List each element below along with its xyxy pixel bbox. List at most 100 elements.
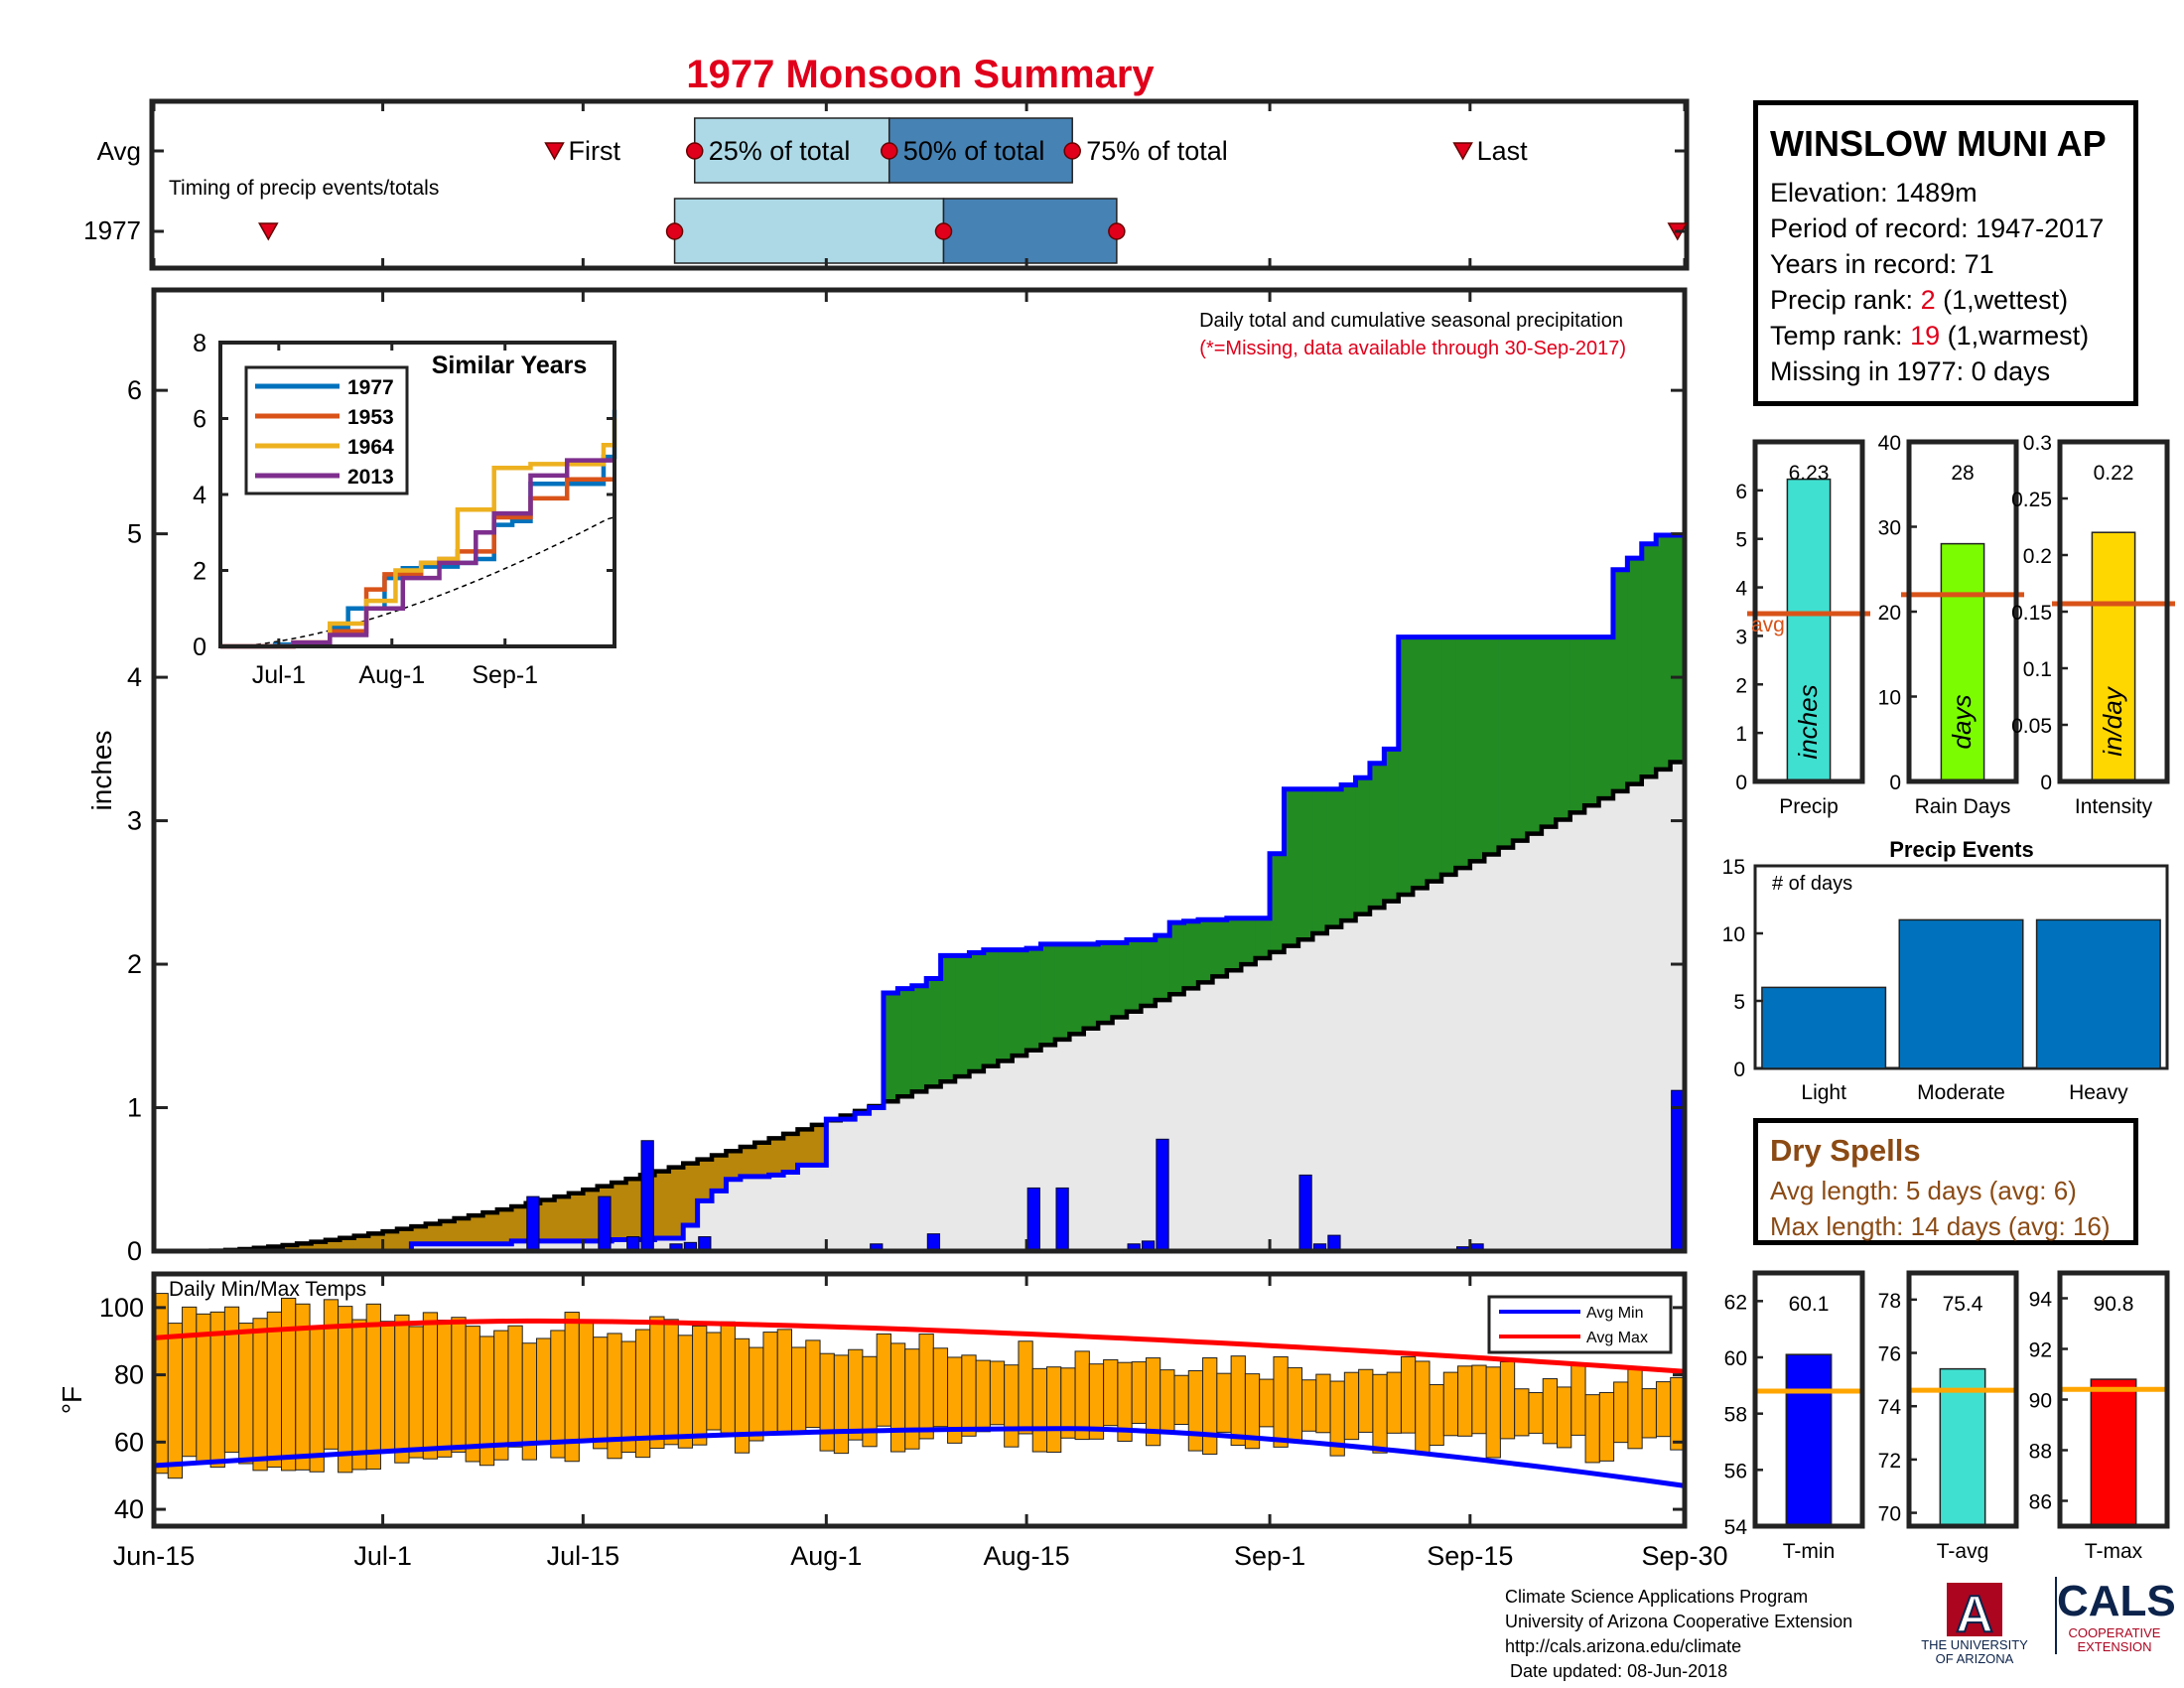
daily-precip-bar (1055, 1187, 1069, 1252)
above-average-fill (1627, 558, 1643, 784)
tmin-panel-ytick-label: 58 (1724, 1404, 1747, 1427)
timing-marker-p50 (880, 142, 898, 160)
daily-temp-bar (1429, 1384, 1444, 1447)
inset-xtick-label: Jul-1 (252, 661, 306, 689)
cals-logo: CALS COOPERATIVE EXTENSION (2055, 1577, 2176, 1654)
inset-frame (218, 341, 616, 648)
inset-ytick-label: 2 (193, 558, 206, 586)
above-average-fill (1341, 784, 1357, 921)
below-average-fill (540, 1199, 556, 1241)
daily-temp-bar (1386, 1371, 1402, 1434)
temp-axes: 40 60 80 100 (99, 1274, 1687, 1526)
precip-panel-axis-label: Precip (1779, 795, 1839, 818)
rain-days-panel-axis-label: Rain Days (1915, 795, 2011, 818)
tmax-panel-value-label: 90.8 (2094, 1293, 2134, 1316)
intensity-panel-ytick-label: 0.25 (2011, 489, 2052, 511)
above-average-fill (911, 985, 927, 1092)
tmin-panel-ytick-label: 54 (1724, 1516, 1748, 1539)
above-average-fill (1226, 917, 1242, 971)
daily-temp-bar (1273, 1355, 1289, 1448)
above-average-fill (1026, 948, 1042, 1051)
events-ylabel: # of days (1772, 873, 1852, 895)
above-average-fill (1584, 636, 1600, 806)
main-ytick-label: 2 (127, 949, 142, 979)
daily-temp-bar (437, 1320, 453, 1458)
below-average-fill (396, 1228, 413, 1251)
precip-panel-ytick-label: 4 (1735, 578, 1747, 601)
below-average-fill (783, 1133, 799, 1173)
daily-temp-bar (1471, 1364, 1487, 1435)
precip-rank-suffix: (1,wettest) (1935, 285, 2069, 315)
events-bar-Light (1761, 986, 1887, 1069)
tmax-panel-ytick-label: 92 (2029, 1339, 2052, 1362)
above-average-fill (1198, 919, 1214, 983)
precip-panel-ytick-label: 1 (1735, 723, 1747, 746)
footer-credits: Climate Science Applications Program Uni… (1505, 1585, 1852, 1684)
above-average-fill (1541, 636, 1557, 827)
temp-ytick-label: 60 (114, 1427, 144, 1457)
daily-temp-bar (1259, 1378, 1275, 1428)
inset-ytick-label: 8 (193, 330, 206, 357)
inset-series-line-1977 (220, 409, 617, 649)
inset-lines (220, 409, 617, 649)
daily-temp-bar (1103, 1358, 1119, 1427)
daily-temp-bar (889, 1342, 906, 1453)
timing-marker-p25 (685, 142, 704, 160)
above-average-fill (1054, 943, 1070, 1040)
date-axis-tick-label: Aug-15 (984, 1541, 1070, 1571)
logo-a-outline (1947, 1583, 2002, 1636)
below-average-fill (368, 1233, 384, 1251)
daily-temp-bar (1557, 1386, 1572, 1449)
temp-frame (151, 1271, 1688, 1529)
below-average-fill (754, 1142, 770, 1177)
daily-temp-bar (1457, 1365, 1473, 1437)
below-average-fill (382, 1231, 398, 1251)
cals-line1: COOPERATIVE (2068, 1625, 2161, 1640)
daily-temp-bar (1358, 1368, 1374, 1433)
intensity-panel-ytick-label: 0.05 (2011, 715, 2052, 738)
timing-triangle-first (258, 222, 279, 241)
temp-ylabel: °F (57, 1386, 87, 1414)
below-average-fill (311, 1241, 327, 1251)
station-precip-rank: Precip rank: 2 (1,wettest) (1770, 282, 2121, 318)
daily-temp-bar (975, 1359, 991, 1433)
main-ytick-label: 1 (127, 1093, 142, 1123)
precip-panel-ytick-label: 0 (1735, 772, 1747, 794)
daily-temp-bar (266, 1311, 283, 1469)
dry-spells-max-length: Max length: 14 days (avg: 16) (1770, 1211, 2111, 1241)
tmin-panel-frame (1752, 1270, 1865, 1529)
daily-temp-bar (394, 1314, 410, 1464)
above-average-fill (1498, 636, 1514, 848)
avg-max-line (153, 1318, 1686, 1374)
precip-panel-unit-label: inches (1793, 684, 1823, 759)
temp-bars (153, 1293, 1686, 1479)
above-average-fill (998, 949, 1014, 1061)
below-average-fill (482, 1212, 498, 1244)
events-ytick-label: 10 (1722, 923, 1745, 946)
temp-ytick-label: 100 (99, 1293, 144, 1323)
daily-temp-bar (692, 1325, 708, 1446)
inset-normal-dashed-line (220, 516, 615, 647)
daily-temp-bar (309, 1326, 325, 1473)
daily-temp-bar (918, 1334, 934, 1440)
daily-temp-bar (620, 1340, 636, 1454)
observed-cumulative-line (154, 356, 1688, 1254)
rain-days-panel-unit-label: days (1947, 695, 1977, 750)
footer-line-program: Climate Science Applications Program (1505, 1587, 1809, 1607)
above-average-fill (1241, 917, 1257, 965)
above-average-fill (1040, 943, 1056, 1046)
figure-title: 1977 Monsoon Summary (686, 53, 1155, 96)
daily-temp-bar (720, 1321, 736, 1434)
below-average-fill (554, 1196, 570, 1241)
above-average-fill (1355, 777, 1371, 914)
tmax-panel-ytick-label: 88 (2029, 1441, 2052, 1464)
daily-precip-bar (640, 1140, 654, 1252)
precip-rank-value: 2 (1920, 285, 1936, 315)
below-average-fill (282, 1244, 298, 1251)
tavg-panel-ytick-label: 72 (1878, 1450, 1901, 1473)
timing-box-50-75 (942, 198, 1118, 264)
footer-line-university: University of Arizona Cooperative Extens… (1505, 1612, 1853, 1631)
main-annotation-missing: (*=Missing, data available through 30-Se… (1199, 338, 1626, 359)
events-title: Precip Events (1889, 837, 2034, 862)
